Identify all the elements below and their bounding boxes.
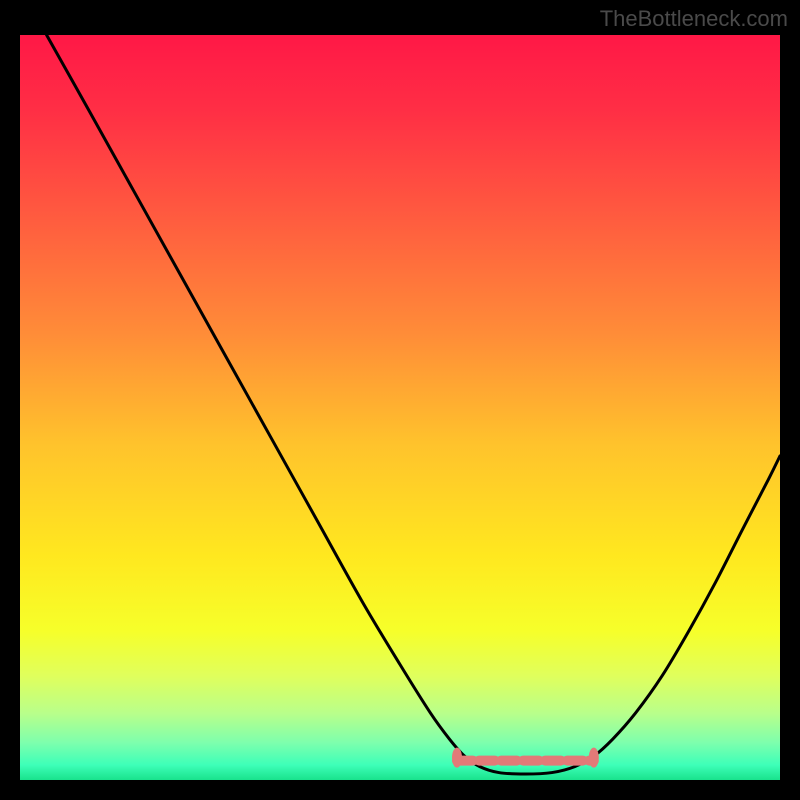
bottleneck-chart [20, 35, 780, 780]
watermark-text: TheBottleneck.com [600, 6, 788, 32]
chart-background-gradient [20, 35, 780, 780]
